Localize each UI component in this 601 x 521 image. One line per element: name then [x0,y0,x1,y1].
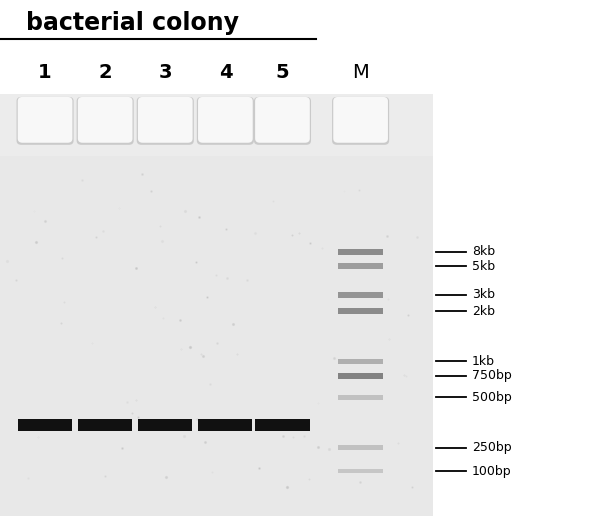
Bar [338,249,383,255]
FancyBboxPatch shape [197,97,254,145]
Bar [78,419,132,431]
FancyBboxPatch shape [198,97,252,143]
Text: 2kb: 2kb [472,305,495,318]
Text: 3kb: 3kb [472,289,495,301]
Text: 4: 4 [219,64,232,82]
Text: 2: 2 [99,64,112,82]
Bar [0,94,433,516]
Text: 5: 5 [276,64,289,82]
Text: 1: 1 [38,64,52,82]
Bar [338,373,383,379]
Text: 1kb: 1kb [472,355,495,368]
FancyBboxPatch shape [76,97,133,145]
Text: bacterial colony: bacterial colony [26,11,239,35]
Text: 100bp: 100bp [472,465,511,478]
FancyBboxPatch shape [16,97,74,145]
Text: 8kb: 8kb [472,245,495,258]
Bar [338,308,383,314]
Bar [18,419,72,431]
FancyBboxPatch shape [255,97,310,143]
Bar [198,419,252,431]
Bar [338,445,383,450]
FancyBboxPatch shape [18,97,73,143]
Bar [338,469,383,474]
Bar [338,358,383,364]
FancyBboxPatch shape [78,97,132,143]
FancyBboxPatch shape [332,97,389,145]
FancyBboxPatch shape [254,97,311,145]
Text: 500bp: 500bp [472,391,511,404]
Text: 250bp: 250bp [472,441,511,454]
Text: M: M [352,64,369,82]
Bar [338,292,383,298]
FancyBboxPatch shape [138,97,192,143]
Text: 5kb: 5kb [472,259,495,272]
Text: 3: 3 [159,64,172,82]
Bar [255,419,310,431]
Bar [0,94,433,156]
Bar [138,419,192,431]
FancyBboxPatch shape [333,97,388,143]
Text: 750bp: 750bp [472,369,511,382]
Bar [338,263,383,269]
Bar [338,394,383,400]
FancyBboxPatch shape [136,97,194,145]
